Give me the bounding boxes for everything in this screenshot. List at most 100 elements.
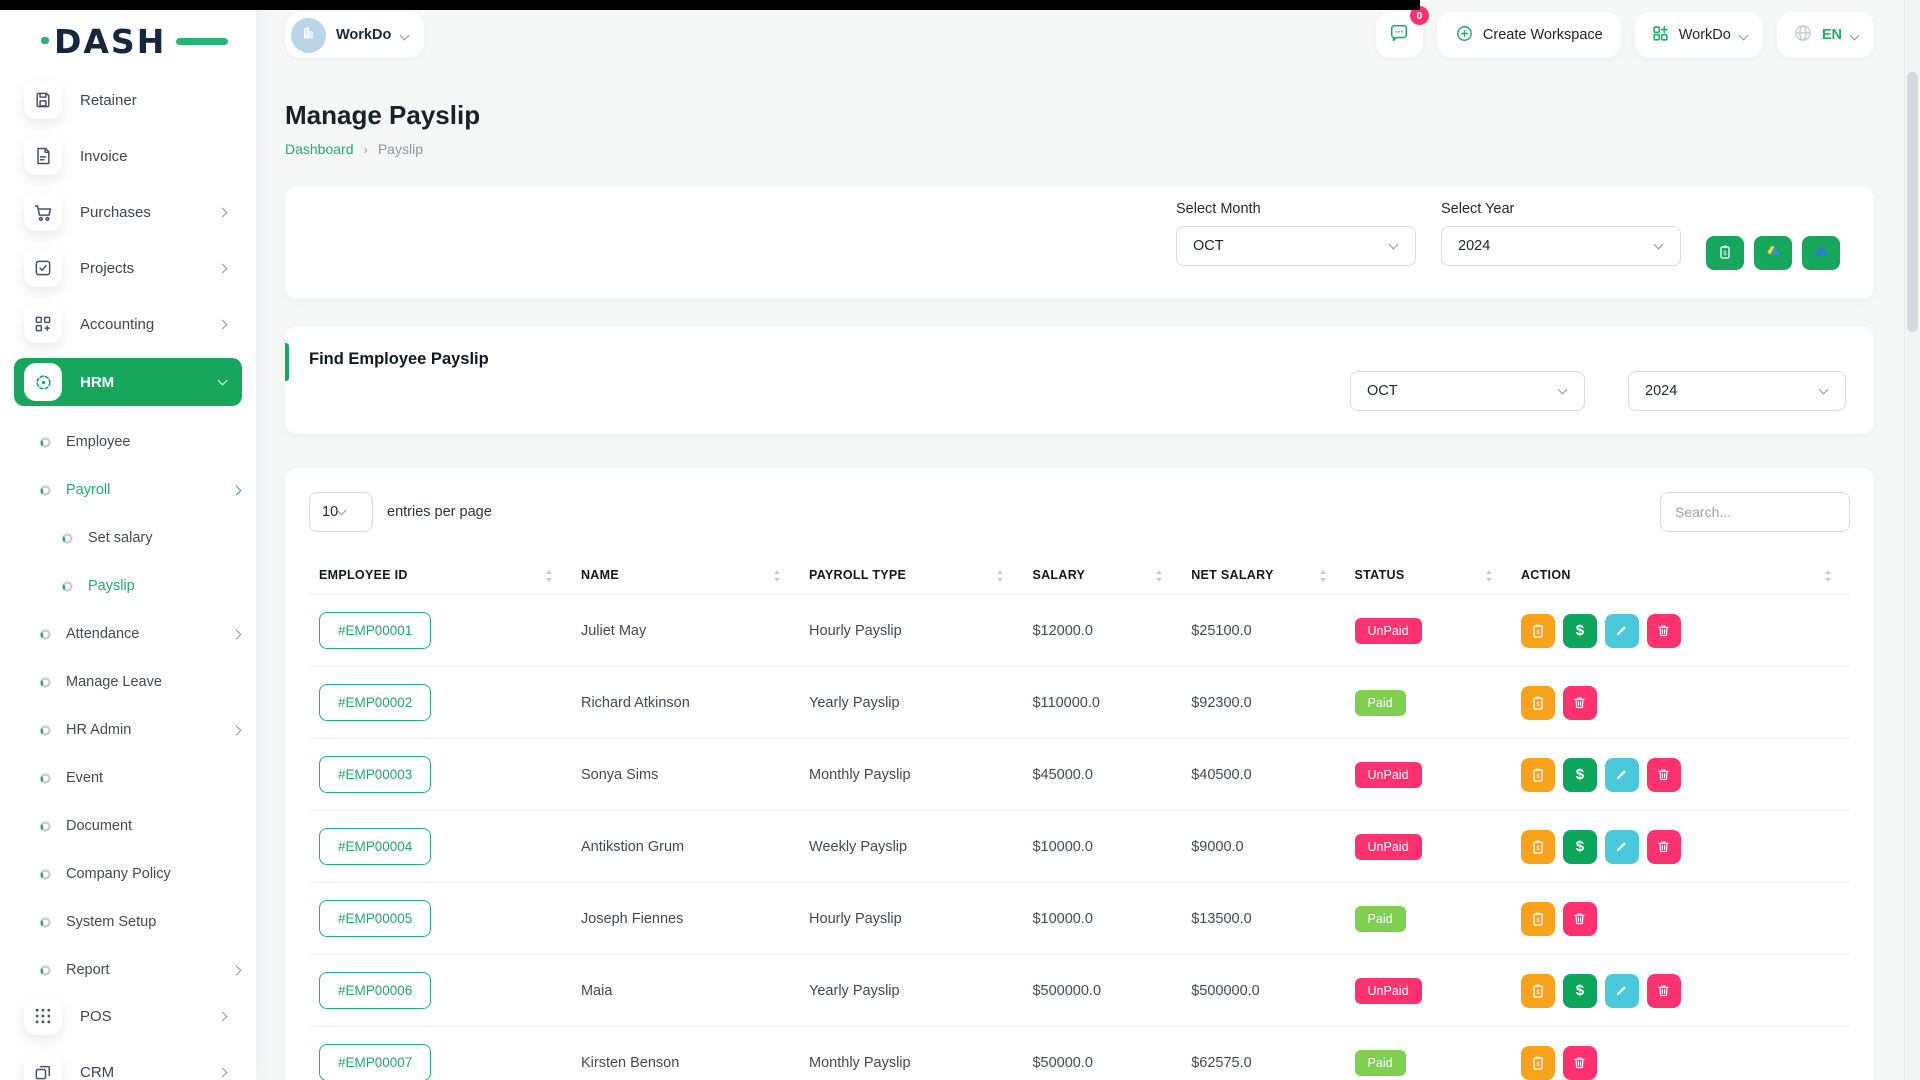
sidebar-item-system-setup[interactable]: System Setup [0, 898, 256, 946]
pay-button[interactable]: $ [1562, 757, 1597, 792]
sidebar-item-hr-admin[interactable]: HR Admin [0, 706, 256, 754]
sidebar-item-attendance[interactable]: Attendance [0, 610, 256, 658]
payslip-button[interactable]: $ [1520, 901, 1555, 936]
accounting-icon [24, 305, 62, 343]
employee-id-badge[interactable]: #EMP00007 [319, 1044, 432, 1080]
payslip-button[interactable]: $ [1520, 613, 1555, 648]
month-select[interactable]: OCT [1176, 226, 1416, 266]
delete-button[interactable] [1646, 829, 1681, 864]
sidebar-item-document[interactable]: Document [0, 802, 256, 850]
page-size-select[interactable]: 10 [309, 492, 373, 532]
row-actions: $ $ [1520, 613, 1840, 648]
salary-value: $45000.0 [1022, 738, 1182, 811]
notifications-button[interactable]: 0 [1375, 6, 1429, 58]
sidebar-item-pos[interactable]: POS [14, 994, 242, 1038]
bullet-icon [40, 820, 51, 832]
employee-id-badge[interactable]: #EMP00002 [319, 684, 432, 721]
pay-button[interactable]: $ [1562, 829, 1597, 864]
page-scrollbar[interactable] [1904, 0, 1920, 1080]
employee-id-badge[interactable]: #EMP00004 [319, 828, 432, 865]
payroll-type: Yearly Payslip [799, 954, 1023, 1027]
sidebar-item-accounting[interactable]: Accounting [14, 302, 242, 346]
employee-id-badge[interactable]: #EMP00006 [319, 972, 432, 1009]
scrollbar-thumb[interactable] [1907, 72, 1918, 332]
column-header-employee-id[interactable]: EMPLOYEE ID [309, 558, 571, 595]
sidebar-item-set-salary[interactable]: Set salary [0, 514, 256, 562]
find-year-select[interactable]: 2024 [1628, 371, 1846, 411]
sidebar-item-manage-leave[interactable]: Manage Leave [0, 658, 256, 706]
breadcrumb-dashboard-link[interactable]: Dashboard [285, 141, 354, 157]
salary-value: $50000.0 [1022, 1026, 1182, 1080]
salary-value: $110000.0 [1022, 666, 1182, 739]
find-month-select[interactable]: OCT [1350, 371, 1585, 411]
bullet-icon [40, 724, 51, 736]
employee-id-badge[interactable]: #EMP00001 [319, 612, 432, 649]
payslip-button[interactable]: $ [1520, 757, 1555, 792]
status-badge: UnPaid [1354, 833, 1422, 860]
edit-button[interactable] [1604, 829, 1639, 864]
payslip-table-card: 10 entries per page EMPLOYEE IDNAMEPAYRO… [285, 468, 1874, 1080]
payslip-button[interactable]: $ [1520, 1045, 1555, 1080]
sidebar-item-company-policy[interactable]: Company Policy [0, 850, 256, 898]
salary-value: $12000.0 [1022, 594, 1182, 667]
delete-button[interactable] [1562, 1045, 1597, 1080]
onedrive-export-button[interactable] [1802, 236, 1840, 270]
sidebar-item-event[interactable]: Event [0, 754, 256, 802]
sidebar-item-employee[interactable]: Employee [0, 418, 256, 466]
workspace-menu-button[interactable]: WorkDo [1634, 12, 1763, 58]
delete-button[interactable] [1646, 973, 1681, 1008]
workspace-selector[interactable]: WorkDo [285, 12, 425, 58]
chevron-down-icon [1849, 30, 1860, 40]
delete-button[interactable] [1646, 757, 1681, 792]
column-header-net-salary[interactable]: NET SALARY [1181, 558, 1345, 595]
hrm-icon [24, 363, 62, 401]
sidebar-item-retainer[interactable]: Retainer [14, 78, 242, 122]
employee-id-badge[interactable]: #EMP00005 [319, 900, 432, 937]
payslip-button[interactable]: $ [1520, 685, 1555, 720]
pay-button[interactable]: $ [1562, 973, 1597, 1008]
delete-button[interactable] [1646, 613, 1681, 648]
column-header-status[interactable]: STATUS [1344, 558, 1511, 595]
pos-icon [24, 997, 62, 1035]
status-badge: UnPaid [1354, 761, 1422, 788]
bullet-icon [40, 628, 51, 640]
employee-id-badge[interactable]: #EMP00003 [319, 756, 432, 793]
status-badge: Paid [1354, 689, 1406, 716]
sidebar-item-payroll[interactable]: Payroll [0, 466, 256, 514]
bullet-icon [40, 436, 51, 448]
create-workspace-button[interactable]: Create Workspace [1436, 12, 1621, 58]
edit-button[interactable] [1604, 973, 1639, 1008]
column-header-action[interactable]: ACTION [1510, 558, 1850, 595]
delete-button[interactable] [1562, 685, 1597, 720]
year-select[interactable]: 2024 [1441, 226, 1681, 266]
edit-button[interactable] [1604, 757, 1639, 792]
edit-button[interactable] [1604, 613, 1639, 648]
language-selector[interactable]: EN [1776, 12, 1874, 58]
bullet-icon [40, 484, 51, 496]
find-employee-payslip-card: Find Employee Payslip OCT 2024 [285, 326, 1874, 434]
sidebar-item-payslip[interactable]: Payslip [0, 562, 256, 610]
column-header-salary[interactable]: SALARY [1022, 558, 1182, 595]
brand-logo[interactable]: DASH [41, 22, 228, 61]
sidebar-item-hrm[interactable]: HRM [14, 358, 242, 406]
sidebar-item-crm[interactable]: CRM [14, 1050, 242, 1080]
page-title: Manage Payslip [285, 100, 481, 130]
payslip-button[interactable]: $ [1520, 829, 1555, 864]
export-buttons: $ [1706, 236, 1840, 270]
pay-button[interactable]: $ [1562, 613, 1597, 648]
sidebar-item-projects[interactable]: Projects [14, 246, 242, 290]
delete-button[interactable] [1562, 901, 1597, 936]
column-header-payroll-type[interactable]: PAYROLL TYPE [799, 558, 1023, 595]
sidebar-item-purchases[interactable]: Purchases [14, 190, 242, 234]
clipboard-icon: $ [1717, 244, 1733, 263]
svg-text:$: $ [1536, 989, 1540, 996]
google-drive-export-button[interactable] [1754, 236, 1792, 270]
sidebar-item-invoice[interactable]: Invoice [14, 134, 242, 178]
payslip-export-button[interactable]: $ [1706, 236, 1744, 270]
payslip-button[interactable]: $ [1520, 973, 1555, 1008]
sort-icon [1485, 569, 1493, 583]
sidebar-item-report[interactable]: Report [0, 946, 256, 994]
chevron-right-icon [217, 207, 228, 217]
column-header-name[interactable]: NAME [570, 558, 800, 595]
search-input[interactable] [1660, 492, 1850, 532]
